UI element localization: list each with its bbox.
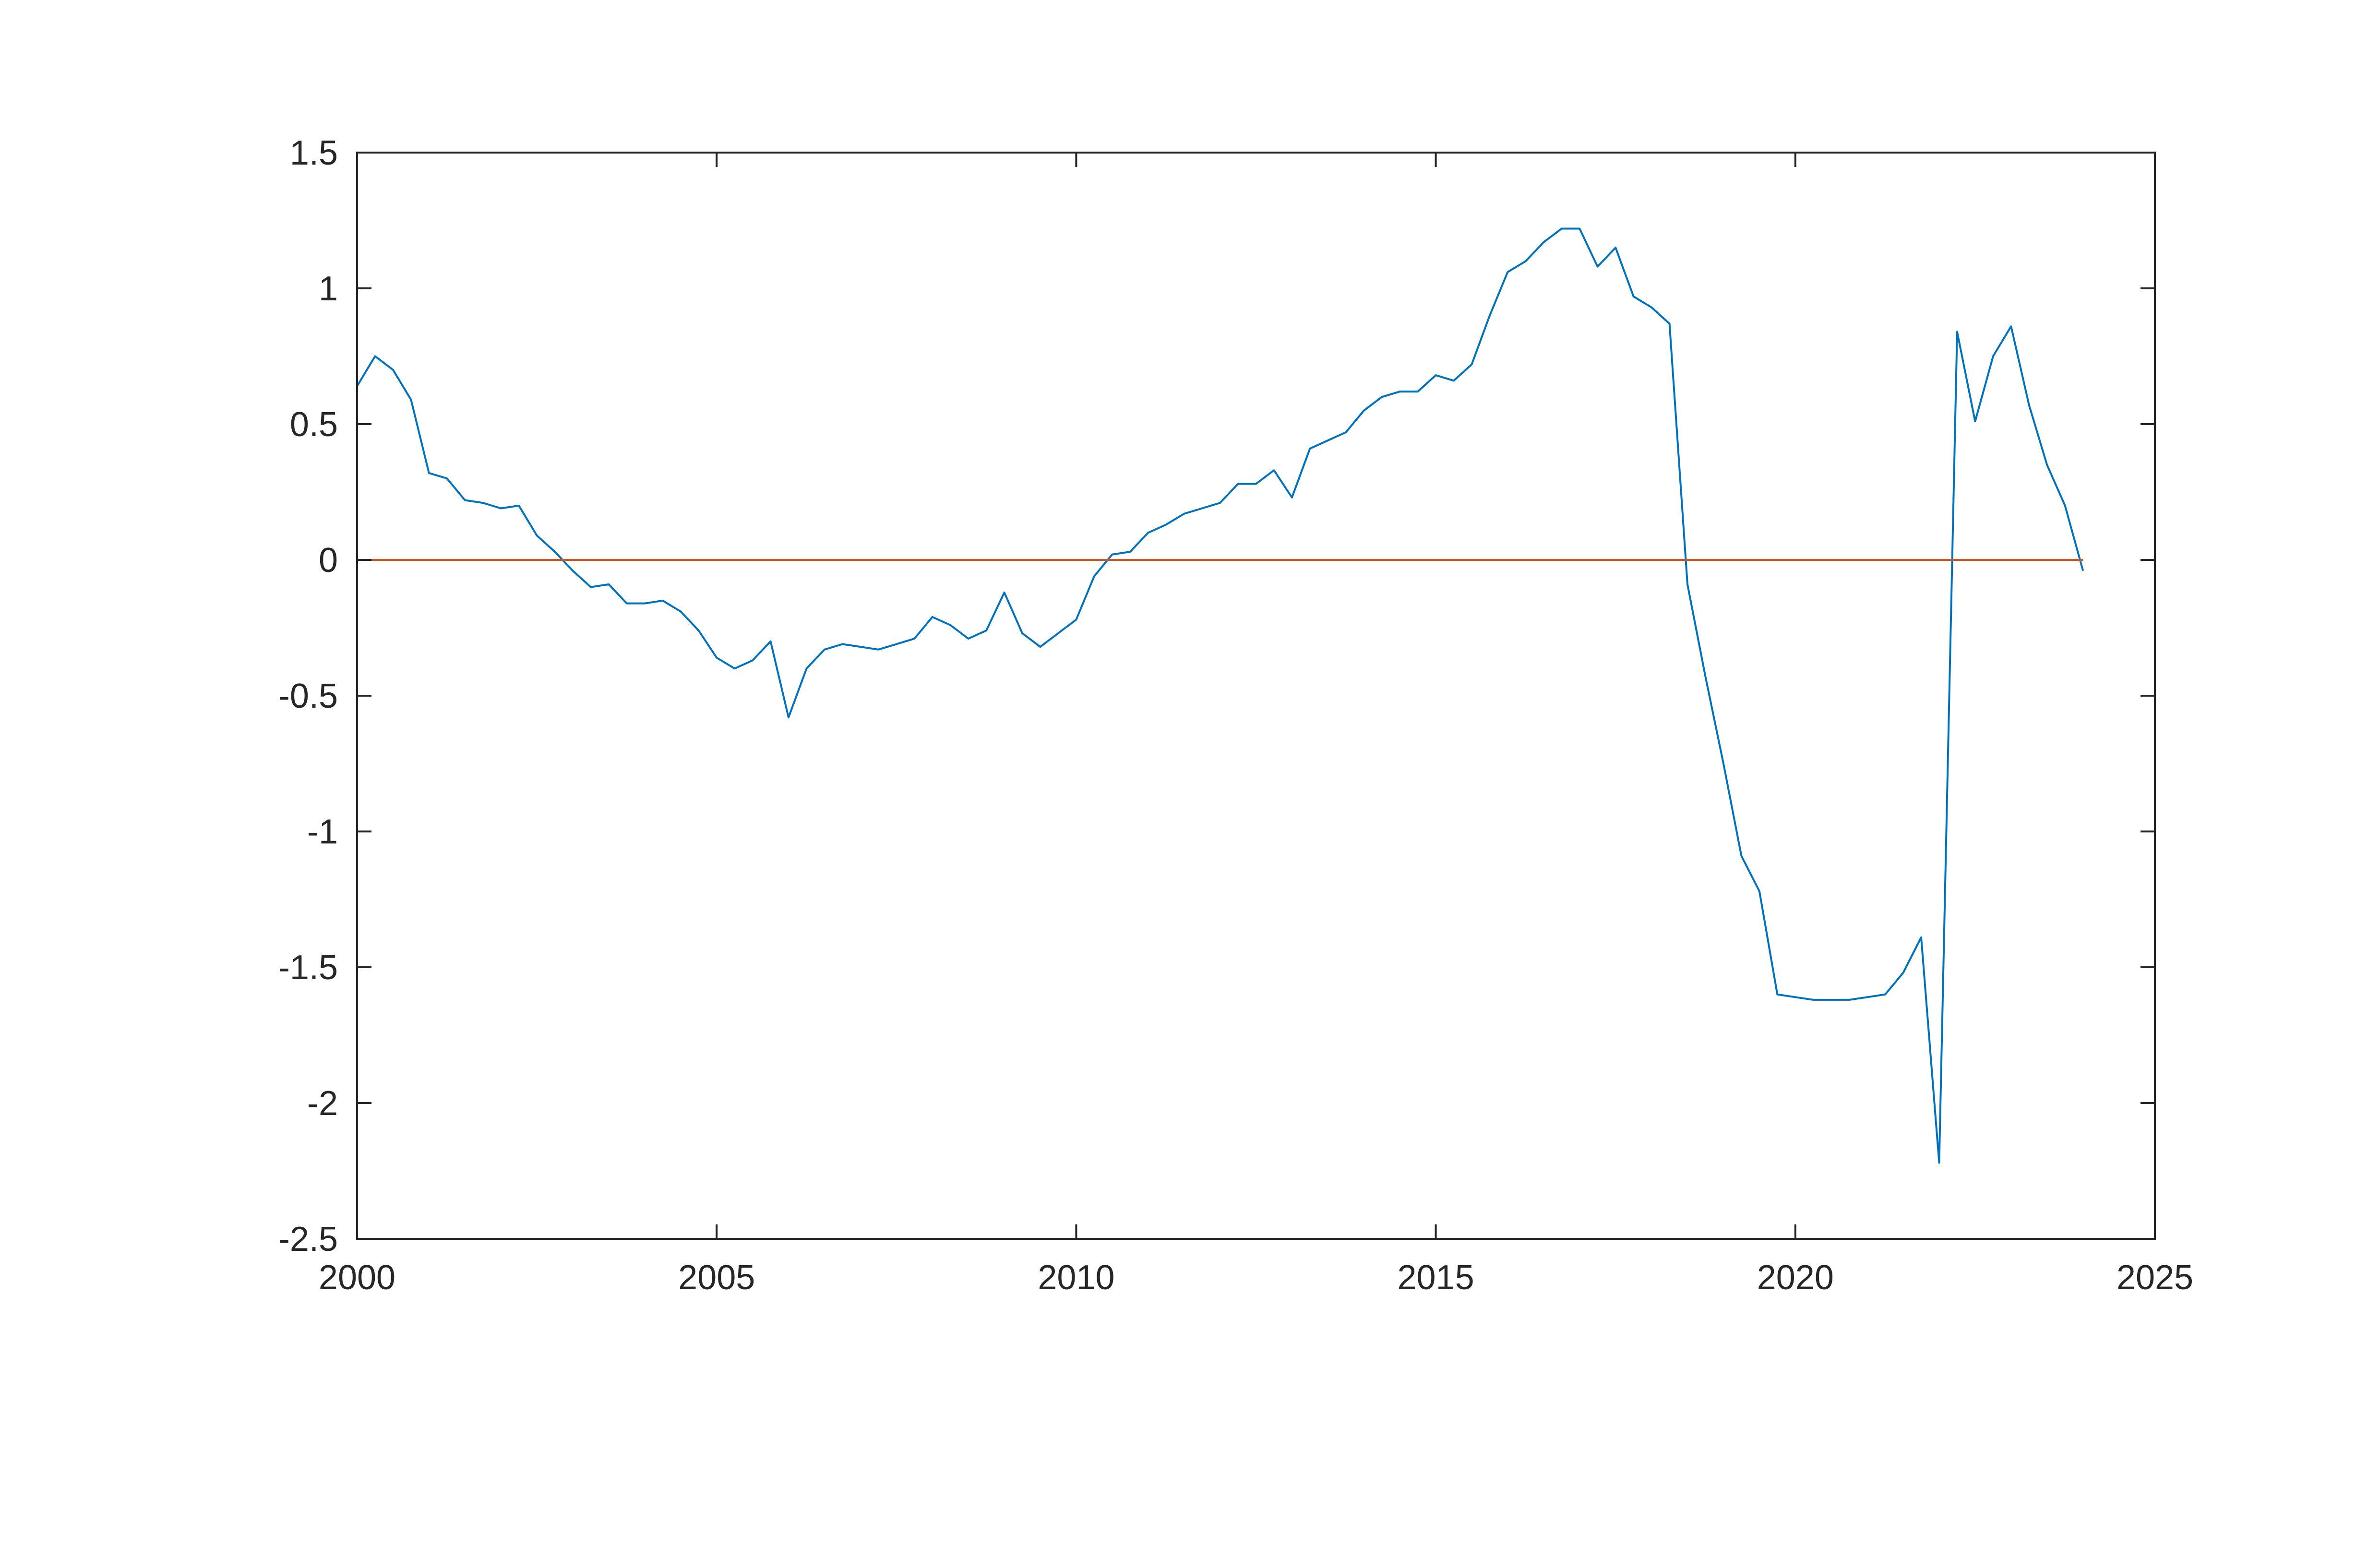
x-tick-label: 2015 [1398, 1258, 1474, 1297]
series-layer [356, 227, 2084, 1164]
y-tick-label: 0.5 [290, 405, 338, 444]
plot-area [357, 153, 2155, 1239]
y-tick-label: -0.5 [278, 677, 338, 715]
y-tick-label: -1.5 [278, 949, 338, 987]
x-tick-labels: 2000 2005 2010 2015 2020 2025 [319, 1258, 2193, 1297]
y-tick-label: 0 [319, 541, 338, 580]
y-tick-label: 1.5 [290, 134, 338, 172]
ticks-layer [356, 152, 2156, 1240]
x-tick-label: 2020 [1757, 1258, 1834, 1297]
y-tick-label: -1 [307, 813, 338, 851]
y-tick-label: 1 [319, 270, 338, 308]
series-line-main [356, 227, 2084, 1164]
x-tick-label: 2005 [678, 1258, 755, 1297]
x-tick-label: 2010 [1038, 1258, 1114, 1297]
x-tick-label: 2000 [319, 1258, 395, 1297]
y-tick-label: -2.5 [278, 1220, 338, 1258]
y-tick-labels: 1.5 1 0.5 0 -0.5 -1 -1.5 -2 -2.5 [278, 134, 338, 1258]
y-tick-label: -2 [307, 1084, 338, 1123]
x-tick-label: 2025 [2117, 1258, 2193, 1297]
